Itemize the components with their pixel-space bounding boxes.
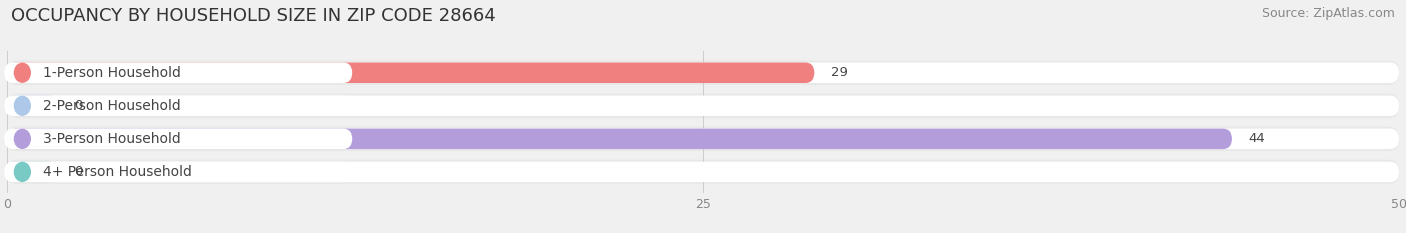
FancyBboxPatch shape — [7, 162, 1399, 182]
FancyBboxPatch shape — [7, 96, 1399, 116]
FancyBboxPatch shape — [7, 61, 1399, 85]
FancyBboxPatch shape — [4, 62, 353, 83]
FancyBboxPatch shape — [7, 96, 58, 116]
FancyBboxPatch shape — [4, 96, 353, 116]
Text: OCCUPANCY BY HOUSEHOLD SIZE IN ZIP CODE 28664: OCCUPANCY BY HOUSEHOLD SIZE IN ZIP CODE … — [11, 7, 496, 25]
Text: 1-Person Household: 1-Person Household — [44, 66, 181, 80]
Circle shape — [14, 129, 31, 148]
FancyBboxPatch shape — [7, 62, 814, 83]
Circle shape — [14, 63, 31, 82]
FancyBboxPatch shape — [4, 162, 353, 182]
Text: 3-Person Household: 3-Person Household — [44, 132, 181, 146]
Text: 2-Person Household: 2-Person Household — [44, 99, 181, 113]
FancyBboxPatch shape — [7, 94, 1399, 118]
Circle shape — [14, 162, 31, 181]
FancyBboxPatch shape — [7, 160, 1399, 184]
FancyBboxPatch shape — [7, 127, 1399, 151]
Circle shape — [14, 96, 31, 115]
FancyBboxPatch shape — [7, 129, 1399, 149]
Text: 44: 44 — [1249, 132, 1265, 145]
FancyBboxPatch shape — [7, 129, 1232, 149]
Text: 0: 0 — [75, 99, 82, 112]
Text: 0: 0 — [75, 165, 82, 178]
FancyBboxPatch shape — [4, 129, 353, 149]
Text: 4+ Person Household: 4+ Person Household — [44, 165, 193, 179]
FancyBboxPatch shape — [7, 162, 58, 182]
Text: 29: 29 — [831, 66, 848, 79]
FancyBboxPatch shape — [7, 62, 1399, 83]
Text: Source: ZipAtlas.com: Source: ZipAtlas.com — [1261, 7, 1395, 20]
